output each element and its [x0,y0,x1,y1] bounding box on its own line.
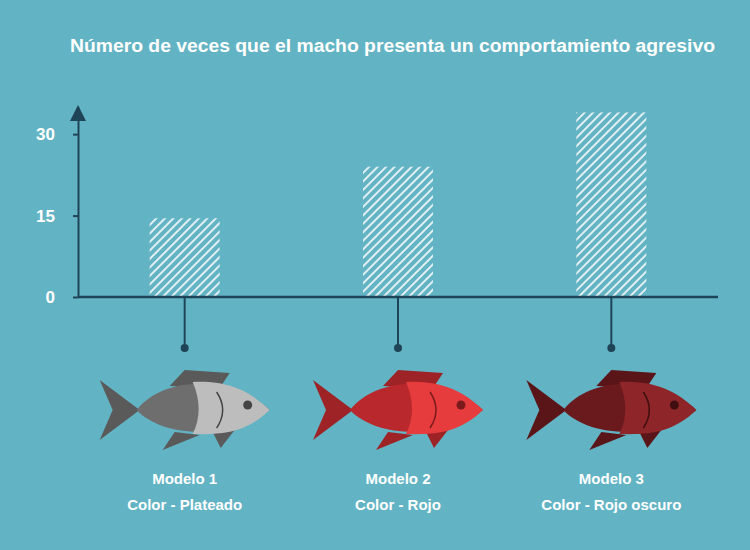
fish-fin [163,432,200,450]
fish-head [619,382,696,434]
tick: 15 [36,207,78,226]
stem-dot [181,344,189,352]
fish-tail [313,380,353,440]
fish-gill [643,392,649,428]
y-axis-line [78,108,80,298]
category-label-line: Modelo 1 [152,470,217,487]
tick-mark [73,215,78,217]
fish-eye [243,401,252,410]
category-label: Modelo 1 Color - Plateado [127,470,242,513]
tick: 0 [46,288,78,307]
y-axis: 0 15 30 [36,108,78,307]
chart: Número de veces que el macho presenta un… [0,0,750,550]
category-label-line: Modelo 3 [579,470,644,487]
bar [576,112,646,297]
stem [397,297,399,348]
bar [150,218,220,297]
stem [610,297,612,348]
tick-mark [73,134,78,136]
category-label-line: Color - Rojo [355,496,441,513]
tick-label: 0 [46,288,55,307]
tick-label: 30 [36,125,55,144]
category-label-line: Color - Rojo oscuro [541,496,681,513]
bars [150,112,647,297]
stem [184,297,186,348]
fish-fin [376,432,413,450]
fish-head [406,382,483,434]
fish-fin [589,432,626,450]
fish-eye [457,401,466,410]
fish-icon [526,370,696,450]
fish-gill [217,392,223,428]
fish-icon [100,370,270,450]
fish-eye [670,401,679,410]
category-label-line: Modelo 2 [365,470,430,487]
fish-tail [526,380,566,440]
category-label: Modelo 3 Color - Rojo oscuro [541,470,681,513]
fish-tail [100,380,140,440]
tick-label: 15 [36,207,55,226]
title: Número de veces que el macho presenta un… [70,36,715,56]
fish-icon [313,370,483,450]
tick-mark [73,297,78,299]
bar [363,167,433,297]
category-label: Modelo 2 Color - Rojo [355,470,441,513]
stem-dot [394,344,402,352]
category-label-line: Color - Plateado [127,496,242,513]
fish-gill [430,392,436,428]
stem-dot [607,344,615,352]
axis-arrow [70,105,86,121]
background [0,0,750,550]
tick: 30 [36,125,78,144]
fish-head [193,382,270,434]
